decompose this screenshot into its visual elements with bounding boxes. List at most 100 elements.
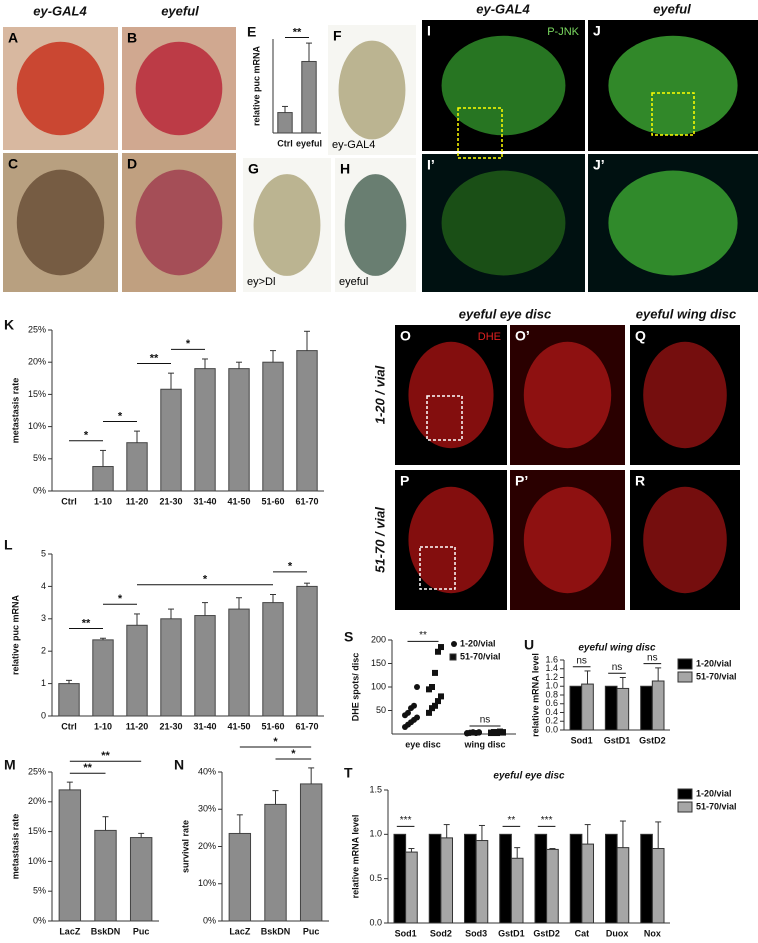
x-tick-label: 41-50 xyxy=(227,496,250,506)
y-tick-label: 25% xyxy=(28,324,46,334)
x-tick-label: 61-70 xyxy=(295,721,318,731)
photo-content xyxy=(16,41,105,136)
bar xyxy=(393,833,407,924)
bar xyxy=(510,857,524,924)
zoom-box xyxy=(457,107,503,159)
significance-label: ** xyxy=(150,352,159,364)
bar xyxy=(428,833,442,924)
significance-label: ** xyxy=(419,630,427,641)
bar xyxy=(640,685,653,731)
x-tick-label: Ctrl xyxy=(61,496,77,506)
y-tick-label: 0.0 xyxy=(369,917,382,927)
bar xyxy=(277,112,293,134)
point xyxy=(414,714,420,721)
y-tick-label: 2 xyxy=(41,646,46,656)
y-axis-label: DHE spots/ disc xyxy=(350,653,360,722)
legend-swatch xyxy=(677,658,693,670)
legend-label: 51-70/vial xyxy=(460,651,501,661)
significance-label: ns xyxy=(576,655,587,666)
x-tick-label: Puc xyxy=(133,926,150,936)
y-axis-label: relative mRNA level xyxy=(350,815,360,899)
photo-content xyxy=(135,169,223,276)
point xyxy=(438,644,444,651)
y-tick-label: 0 xyxy=(41,710,46,720)
x-tick-label: LacZ xyxy=(229,926,251,936)
x-tick-label: wing disc xyxy=(463,739,505,749)
y-tick-label: 5% xyxy=(33,886,46,896)
panel-label: U xyxy=(524,637,534,653)
y-tick-label: 20% xyxy=(28,357,46,367)
bar xyxy=(299,783,323,922)
photo-content xyxy=(643,486,727,594)
legend-label: 1-20/vial xyxy=(696,788,732,798)
panel-label: L xyxy=(4,537,13,553)
photo-content xyxy=(253,174,321,276)
significance-label: ns xyxy=(480,715,491,726)
y-axis-label: metastasis rate xyxy=(10,814,20,880)
y-tick-label: 15% xyxy=(28,389,46,399)
significance-label: * xyxy=(84,430,89,442)
y-tick-label: 0.0 xyxy=(545,724,558,734)
y-tick-label: 25% xyxy=(28,766,46,776)
y-tick-label: 150 xyxy=(371,658,386,668)
photo-content xyxy=(338,40,406,140)
photo-content xyxy=(441,35,566,136)
x-tick-label: 1-10 xyxy=(94,496,112,506)
point xyxy=(435,648,441,655)
significance-label: * xyxy=(288,561,293,573)
photo-caption: ey-GAL4 xyxy=(332,139,375,151)
chart-title: eyeful wing disc xyxy=(578,643,656,654)
photo-content xyxy=(135,41,223,136)
y-tick-label: 1.0 xyxy=(545,681,558,691)
legend-label: 51-70/vial xyxy=(696,801,737,811)
photo-content xyxy=(16,169,105,276)
photo-content xyxy=(408,341,494,449)
x-tick-label: BskDN xyxy=(91,926,121,936)
bar xyxy=(126,442,148,492)
x-tick-label: 51-60 xyxy=(261,496,284,506)
point xyxy=(426,709,432,716)
point xyxy=(405,709,411,716)
y-tick-label: 5% xyxy=(33,453,46,463)
bar xyxy=(194,615,216,717)
bar xyxy=(546,848,559,924)
significance-label: ** xyxy=(82,617,91,629)
legend-label: 1-20/vial xyxy=(460,638,496,648)
x-tick-label: Duox xyxy=(606,928,629,938)
significance-label: *** xyxy=(541,815,553,826)
significance-label: *** xyxy=(400,815,412,826)
bar xyxy=(640,833,653,924)
zoom-box xyxy=(426,395,463,441)
panel-label: D xyxy=(127,156,137,172)
significance-label: ** xyxy=(507,815,515,826)
photo-content xyxy=(608,170,738,276)
photo-content xyxy=(523,341,612,449)
header: ey-GAL4 xyxy=(33,3,87,18)
x-tick-label: 21-30 xyxy=(159,496,182,506)
significance-label: * xyxy=(273,736,278,748)
x-tick-label: LacZ xyxy=(59,926,81,936)
photo-content xyxy=(523,486,612,594)
significance-label: ** xyxy=(293,26,302,38)
bar xyxy=(262,361,284,492)
panel-label: A xyxy=(8,30,18,46)
x-tick-label: 31-40 xyxy=(193,496,216,506)
x-tick-label: 21-30 xyxy=(159,721,182,731)
bar xyxy=(569,833,583,924)
bar xyxy=(616,847,630,924)
y-tick-label: 1.2 xyxy=(545,672,558,682)
x-tick-label: eye disc xyxy=(405,739,441,749)
x-tick-label: GstD2 xyxy=(533,928,560,938)
bar xyxy=(126,624,148,717)
x-tick-label: Sod1 xyxy=(395,928,417,938)
panel-label: H xyxy=(340,161,350,177)
bar xyxy=(129,837,153,922)
photo-content xyxy=(441,170,566,276)
x-tick-label: Cat xyxy=(575,928,590,938)
bar xyxy=(581,683,594,731)
photo-content xyxy=(608,35,738,136)
panel-label: C xyxy=(8,156,18,172)
photo-caption: ey>Dl xyxy=(247,276,275,288)
y-tick-label: 0.5 xyxy=(369,873,382,883)
